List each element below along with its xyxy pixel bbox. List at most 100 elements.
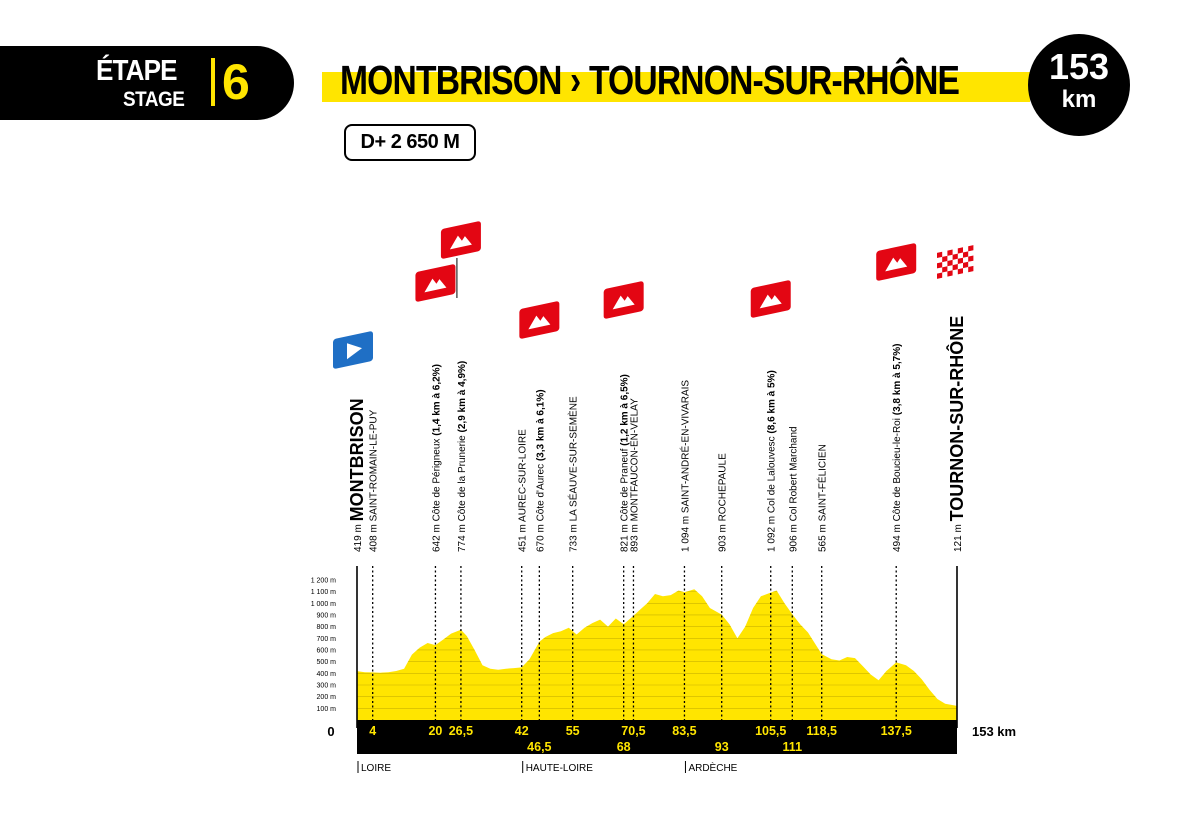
- route-title: MONTBRISON › TOURNON-SUR-RHÔNE: [340, 57, 960, 103]
- play-icon: [347, 343, 362, 360]
- checker-square: [937, 272, 943, 279]
- waypoint-label: 451 m AUREC-SUR-LOIRE: [518, 429, 529, 552]
- waypoint-label: 408 m SAINT-ROMAIN-LE-PUY: [369, 409, 380, 552]
- waypoint-altitude: 893 m: [629, 521, 640, 552]
- waypoint-name: Col de Lalouvesc: [767, 436, 778, 513]
- y-tick-label: 1 000 m: [311, 601, 336, 608]
- waypoint-name: LA SÉAUVE-SUR-SEMÈNE: [567, 396, 580, 521]
- waypoint-name: Côte de Périgneux: [431, 439, 442, 522]
- checker-square: [942, 266, 948, 273]
- waypoint-name: SAINT-ANDRÉ-EN-VIVARAIS: [678, 380, 691, 513]
- stage-label-en: STAGE: [123, 88, 185, 111]
- mountain-icon: [885, 257, 908, 272]
- waypoint-altitude: 903 m: [718, 521, 729, 552]
- elevation-gain-badge: D+ 2 650 M: [344, 124, 476, 161]
- km-marker-label: 26,5: [449, 724, 473, 738]
- waypoint-name: Côte de Praneuf: [620, 448, 631, 521]
- checker-square: [957, 247, 963, 254]
- waypoint-altitude: 565 m: [818, 521, 829, 552]
- waypoint-name: ROCHEPAULE: [718, 453, 729, 521]
- km-marker-label: 55: [566, 724, 580, 738]
- finish-flag-icon: [935, 243, 975, 281]
- waypoint-label: 906 m Col Robert Marchand: [788, 426, 799, 552]
- waypoint-altitude: 774 m: [457, 521, 468, 552]
- region-label: ARDÈCHE: [688, 761, 737, 774]
- km-start-label: 0: [327, 724, 334, 739]
- climb-flag-icon: [876, 243, 917, 281]
- waypoint-climb-detail: (3,3 km à 6,1%): [535, 389, 546, 463]
- checker-square: [937, 262, 943, 269]
- km-bar: [357, 720, 957, 754]
- mountain-icon: [424, 278, 447, 293]
- mountain-icon: [528, 315, 551, 330]
- waypoint-altitude: 121 m: [953, 521, 964, 552]
- waypoint-altitude: 906 m: [788, 521, 799, 552]
- waypoint-label: 1 092 m Col de Lalouvesc (8,6 km à 5%): [767, 370, 778, 552]
- km-marker-label: 46,5: [527, 740, 551, 754]
- waypoint-altitude: 451 m: [518, 522, 529, 552]
- checker-square: [968, 265, 974, 273]
- y-tick-label: 200 m: [317, 694, 337, 701]
- checker-square: [947, 249, 953, 256]
- km-marker-label: 137,5: [881, 724, 912, 738]
- waypoint-altitude: 1 092 m: [767, 513, 778, 552]
- waypoint-label: 774 m Côte de la Prunerie (2,9 km à 4,9%…: [457, 361, 468, 552]
- y-tick-label: 300 m: [317, 682, 337, 689]
- checker-square: [952, 253, 958, 260]
- waypoint-altitude: 419 m: [353, 521, 364, 552]
- waypoint-label: 565 m SAINT-FÉLICIEN: [816, 444, 829, 552]
- checker-square: [942, 255, 948, 263]
- waypoint-label: 670 m Côte d'Aurec (3,3 km à 6,1%): [535, 389, 546, 552]
- km-end-label: 153 km: [972, 724, 1016, 739]
- checker-square: [947, 270, 953, 277]
- region-label: LOIRE: [361, 763, 391, 774]
- waypoint-name: AUREC-SUR-LOIRE: [518, 429, 529, 522]
- km-marker-label: 111: [783, 740, 803, 754]
- waypoint-label: 642 m Côte de Périgneux (1,4 km à 6,2%): [431, 364, 442, 552]
- waypoint-name: Côte de la Prunerie: [457, 435, 468, 522]
- waypoint-name: SAINT-ROMAIN-LE-PUY: [369, 409, 380, 521]
- region-label: HAUTE-LOIRE: [526, 763, 594, 774]
- start-flag-icon: [333, 331, 373, 369]
- checker-square: [963, 261, 969, 269]
- waypoint-label: 903 m ROCHEPAULE: [718, 453, 729, 552]
- y-tick-label: 600 m: [317, 647, 337, 654]
- climb-flag-icon: [519, 301, 560, 339]
- km-marker-label: 42: [515, 724, 529, 738]
- checker-square: [968, 245, 974, 252]
- km-marker-label: 4: [369, 724, 376, 738]
- y-tick-label: 800 m: [317, 624, 337, 631]
- waypoint-name: Col Robert Marchand: [788, 426, 799, 521]
- waypoint-name: MONTFAUCON-EN-VELAY: [629, 398, 640, 521]
- checker-square: [968, 255, 974, 262]
- waypoint-climb-detail: (1,4 km à 6,2%): [431, 364, 442, 438]
- title-highlight: [322, 72, 1030, 102]
- km-marker-label: 93: [715, 740, 729, 754]
- waypoint-altitude: 642 m: [431, 521, 442, 552]
- climb-flag-icon: [440, 221, 481, 259]
- y-tick-label: 100 m: [317, 706, 337, 713]
- waypoint-climb-detail: (3,8 km à 5,7%): [892, 344, 903, 418]
- y-tick-label: 700 m: [317, 636, 337, 643]
- checker-square: [957, 257, 963, 265]
- checker-square: [937, 251, 943, 259]
- waypoint-altitude: 733 m: [569, 521, 580, 552]
- waypoint-label: 1 094 m SAINT-ANDRÉ-EN-VIVARAIS: [678, 380, 691, 552]
- climb-flag-icon: [750, 280, 791, 318]
- km-marker-label: 20: [428, 724, 442, 738]
- waypoint-name: SAINT-FÉLICIEN: [816, 444, 829, 521]
- distance-unit: km: [1061, 86, 1097, 113]
- checker-square: [952, 264, 958, 271]
- waypoint-climb-detail: (8,6 km à 5%): [767, 370, 778, 436]
- y-tick-label: 1 200 m: [311, 577, 336, 584]
- waypoint-altitude: 821 m: [620, 521, 631, 552]
- climb-flag-icon: [603, 281, 644, 319]
- checker-square: [957, 268, 963, 275]
- waypoint-label: 121 m TOURNON-SUR-RHÔNE: [946, 316, 967, 552]
- profile-area: [357, 589, 957, 720]
- mountain-icon: [449, 235, 472, 250]
- distance-value: 153: [1048, 46, 1110, 87]
- y-tick-label: 900 m: [317, 612, 337, 619]
- climb-flag-icon: [415, 264, 456, 302]
